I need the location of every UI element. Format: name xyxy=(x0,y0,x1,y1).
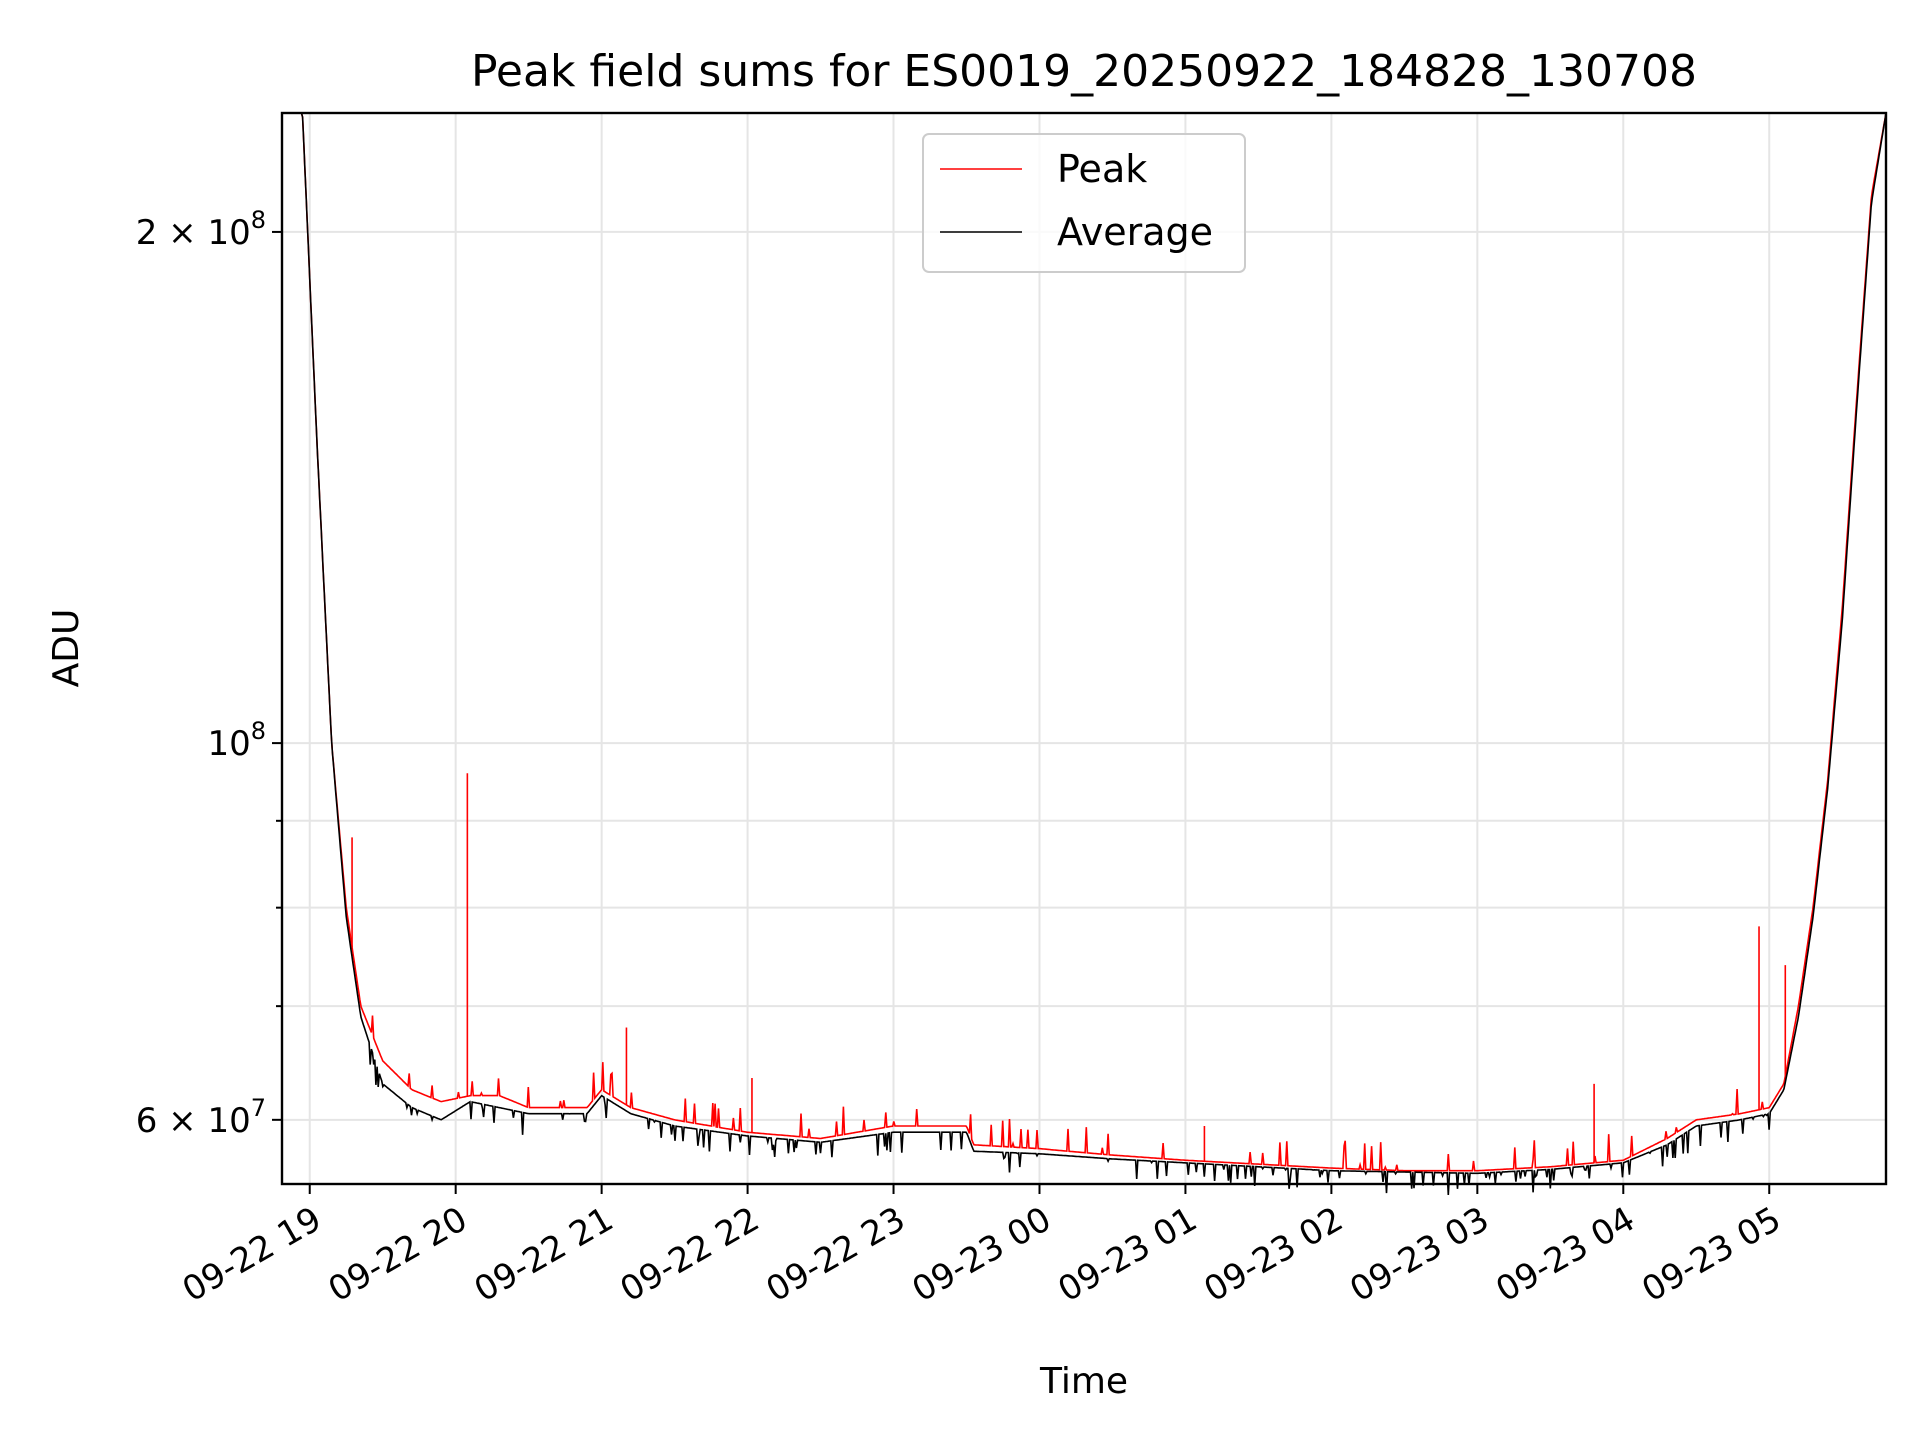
y-tick-mantissa: 2 × 10 xyxy=(136,213,251,253)
y-tick-label: 2 × 108 xyxy=(136,206,266,253)
y-tick-mantissa: 10 xyxy=(207,724,250,764)
y-tick-exponent: 8 xyxy=(251,717,266,745)
legend-average-label: Average xyxy=(1057,210,1213,254)
y-tick-label: 6 × 107 xyxy=(136,1094,266,1141)
plot-series xyxy=(282,112,1887,1196)
y-tick-exponent: 7 xyxy=(251,1094,266,1122)
y-tick-exponent: 8 xyxy=(251,206,266,234)
y-tick-label: 108 xyxy=(207,717,266,764)
y-tick-mantissa: 6 × 10 xyxy=(136,1101,251,1141)
legend: Peak Average xyxy=(922,133,1246,273)
x-axis-label: Time xyxy=(1039,1361,1128,1402)
average-series-line xyxy=(282,112,1887,1196)
legend-peak-label: Peak xyxy=(1057,147,1147,191)
peak-series-line xyxy=(282,112,1887,1172)
grid xyxy=(282,113,1886,1184)
chart-title: Peak field sums for ES0019_20250922_1848… xyxy=(471,46,1697,97)
y-axis-label: ADU xyxy=(46,609,87,688)
plot-frame xyxy=(280,111,1888,1186)
